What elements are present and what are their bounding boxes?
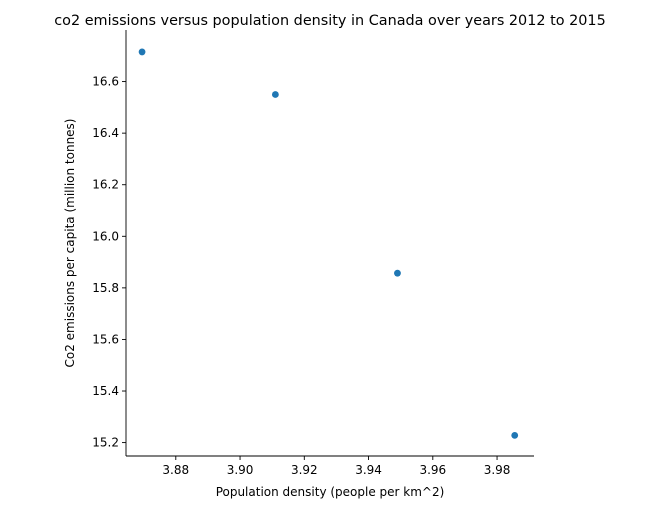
plot-area — [125, 30, 534, 457]
y-tick-label: 16.4 — [92, 126, 119, 140]
data-point — [271, 91, 279, 98]
data-points — [138, 48, 519, 439]
data-point — [511, 431, 519, 439]
data-point — [394, 269, 401, 277]
y-tick-label: 15.2 — [92, 436, 119, 450]
x-axis-ticks: 3.88 3.90 3.92 3.94 3.96 3.98 — [162, 456, 510, 477]
y-tick-label: 16.0 — [92, 229, 119, 243]
y-axis-ticks: 15.2 15.4 15.6 15.8 16.0 16.2 16.4 16.6 — [92, 75, 126, 450]
y-tick-label: 16.6 — [92, 75, 119, 89]
x-axis-label: Population density (people per km^2) — [216, 485, 445, 499]
data-point — [138, 48, 146, 56]
chart-title: co2 emissions versus population density … — [54, 13, 605, 29]
x-tick-label: 3.94 — [355, 463, 382, 477]
y-tick-label: 15.4 — [92, 384, 119, 398]
y-tick-label: 16.2 — [92, 178, 119, 192]
y-tick-label: 15.8 — [92, 281, 119, 295]
x-tick-label: 3.90 — [227, 463, 254, 477]
y-axis-label: Co2 emissions per capita (million tonnes… — [63, 119, 77, 368]
x-tick-label: 3.96 — [419, 463, 446, 477]
x-tick-label: 3.88 — [162, 463, 189, 477]
y-tick-label: 15.6 — [92, 332, 119, 346]
x-tick-label: 3.92 — [291, 463, 318, 477]
x-tick-label: 3.98 — [484, 463, 511, 477]
